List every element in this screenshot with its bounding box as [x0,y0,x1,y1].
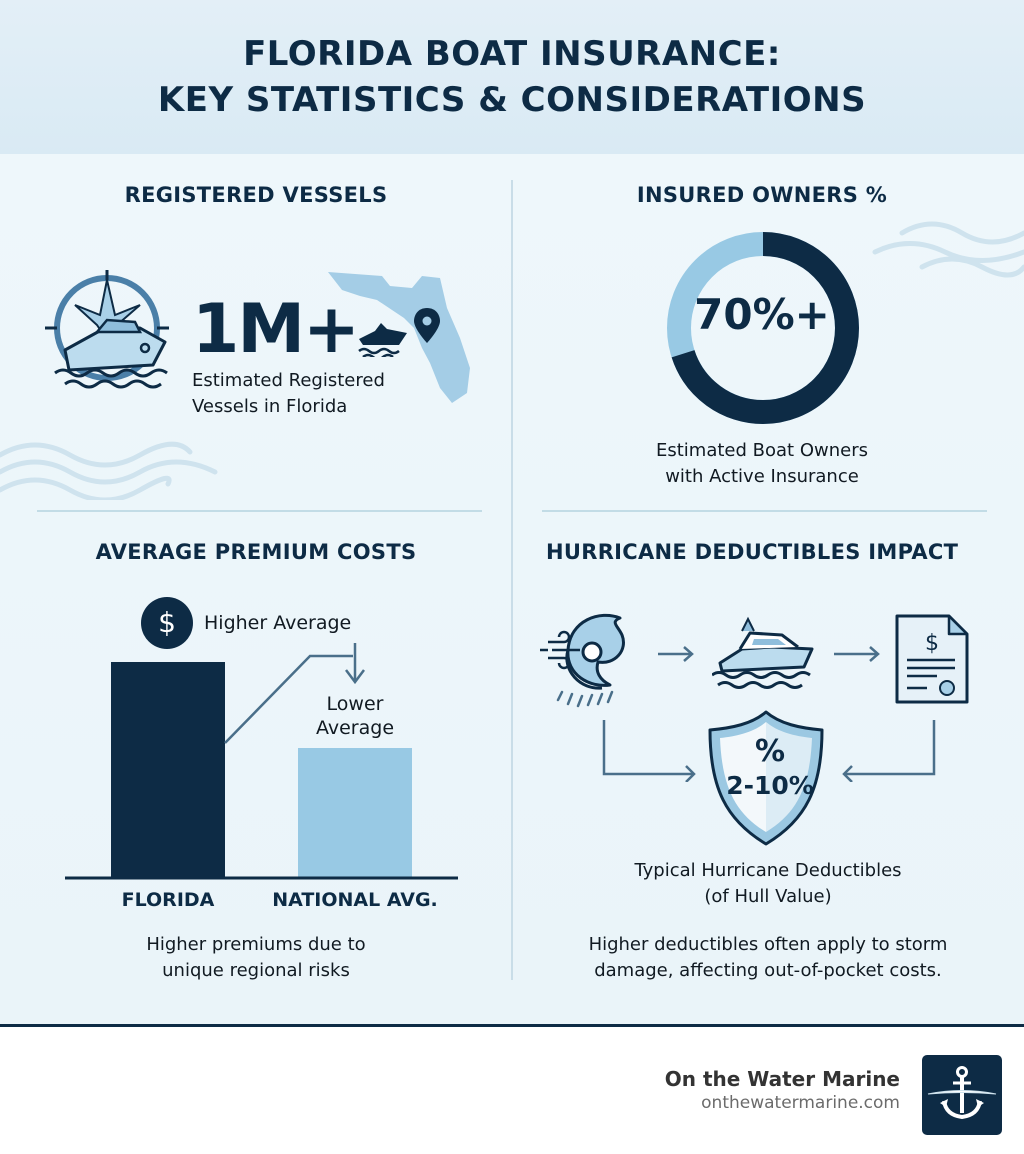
dollar-coin-icon: $ [141,597,193,649]
florida-map-icon [328,272,470,403]
deductibles-caption: Typical Hurricane Deductibles (of Hull V… [512,858,1024,910]
section-title: REGISTERED VESSELS [124,183,388,207]
svg-text:$: $ [158,606,176,639]
wave-decoration-icon [0,441,218,500]
flow-arrow-right-icon [842,720,936,782]
premium-bar-chart [65,643,458,880]
page-title-line2: KEY STATISTICS & CONSIDERATIONS [157,80,867,120]
category-label-national: NATIONAL AVG. [272,889,438,911]
caption-line: (of Hull Value) [704,886,832,907]
caption-line: Vessels in Florida [192,396,348,417]
section-title: HURRICANE DEDUCTIBLES IMPACT [546,540,959,564]
horizontal-divider-right [542,510,987,512]
section-title: AVERAGE PREMIUM COSTS [95,540,417,564]
florida-bar [111,662,225,878]
national-avg-bar [298,748,412,878]
label-line: Lower [326,693,384,715]
hurricane-icon [540,613,625,708]
caption-line: Estimated Boat Owners [656,440,868,461]
flow-arrow-left-icon [602,720,696,782]
lower-average-label: Lower Average [290,692,420,740]
label-line: Average [315,717,395,739]
percent-symbol: % [754,734,786,769]
caption-line: with Active Insurance [665,466,859,487]
note-line: Higher deductibles often apply to storm [588,934,948,955]
note-line: damage, affecting out-of-pocket costs. [594,960,942,981]
insured-donut-chart [667,232,859,424]
caption-line: Higher premiums due to [146,934,366,955]
page-title-line1: FLORIDA BOAT INSURANCE: [243,34,781,74]
caption-line: unique regional risks [162,960,350,981]
policy-document-icon: $ [895,614,969,704]
compass-boat-icon [45,270,169,389]
deductible-range: 2-10% [726,771,814,800]
horizontal-divider-left [37,510,482,512]
boat-icon [712,616,814,689]
caption-line: Typical Hurricane Deductibles [634,860,902,881]
shield-icon [708,710,824,846]
wave-decoration-icon [872,221,1024,278]
premium-caption: Higher premiums due to unique regional r… [0,932,512,984]
brand-logo [922,1055,1002,1135]
arrow-right-icon [658,646,694,662]
registered-vessels-caption: Estimated Registered Vessels in Florida [192,368,385,420]
higher-average-label: Higher Average [204,612,352,634]
svg-text:$: $ [925,631,939,656]
caption-line: Estimated Registered [192,370,385,391]
speedboat-icon [358,323,407,357]
footer: On the Water Marine onthewatermarine.com [0,1024,1024,1154]
registered-vessels-stat: 1M+ [192,290,360,369]
insured-owners-caption: Estimated Boat Owners with Active Insura… [512,438,1012,490]
anchor-icon [927,1066,997,1120]
deductibles-note: Higher deductibles often apply to storm … [512,932,1024,984]
arrow-right-icon [834,646,880,662]
category-label-florida: FLORIDA [121,889,215,911]
brand-url-link[interactable]: onthewatermarine.com [701,1093,900,1113]
header-banner: FLORIDA BOAT INSURANCE: KEY STATISTICS &… [0,0,1024,154]
section-title: INSURED OWNERS % [636,183,888,207]
vertical-divider [511,180,513,980]
brand-name: On the Water Marine [664,1067,900,1091]
insured-percentage-stat: 70%+ [694,290,830,339]
shield-deductible-value: % 2-10% [700,735,840,803]
